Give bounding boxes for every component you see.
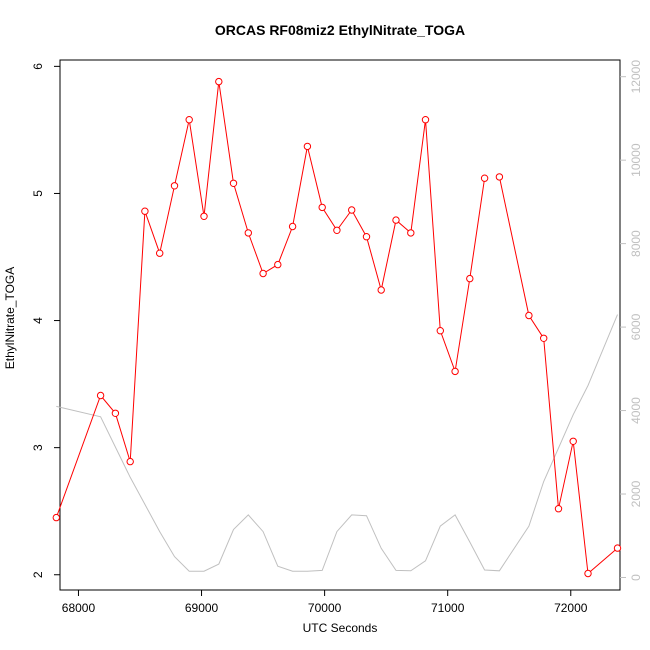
data-point bbox=[362, 233, 371, 241]
x-tick-label: 69000 bbox=[185, 601, 219, 615]
data-point bbox=[525, 311, 533, 320]
data-point bbox=[96, 391, 105, 400]
data-point bbox=[126, 457, 134, 466]
data-point bbox=[288, 222, 297, 231]
x-tick-label: 68000 bbox=[62, 601, 96, 615]
data-point bbox=[170, 182, 179, 190]
data-point bbox=[244, 229, 253, 237]
data-point bbox=[185, 116, 193, 124]
series-line-left bbox=[498, 176, 618, 575]
data-point bbox=[584, 569, 592, 578]
data-point bbox=[156, 249, 164, 257]
x-axis-label: UTC Seconds bbox=[303, 621, 378, 635]
data-point bbox=[318, 203, 326, 212]
x-tick-label: 70000 bbox=[308, 601, 342, 615]
data-point bbox=[52, 513, 60, 522]
data-point bbox=[303, 142, 312, 151]
data-point bbox=[451, 367, 459, 376]
data-point bbox=[200, 212, 208, 221]
y-tick-label: 3 bbox=[31, 444, 45, 451]
right-axis: 0 2000 4000 6000 8000 10000 12000 bbox=[620, 60, 643, 581]
y2-tick-label: 2000 bbox=[629, 480, 643, 507]
data-point bbox=[348, 206, 356, 214]
data-point bbox=[274, 260, 282, 269]
data-point bbox=[554, 505, 563, 513]
y-tick-label: 6 bbox=[31, 63, 45, 70]
y-tick-label: 4 bbox=[31, 317, 45, 324]
data-point bbox=[407, 229, 415, 237]
y2-tick-label: 6000 bbox=[629, 313, 643, 340]
data-point bbox=[613, 544, 622, 552]
y2-tick-label: 4000 bbox=[629, 397, 643, 424]
y2-tick-label: 10000 bbox=[629, 143, 643, 177]
data-point bbox=[466, 274, 474, 283]
data-point bbox=[421, 116, 430, 124]
series-layer bbox=[52, 77, 622, 578]
data-point bbox=[259, 269, 267, 278]
series-line-left bbox=[55, 81, 486, 518]
data-point bbox=[229, 179, 238, 188]
data-point bbox=[540, 334, 548, 342]
data-point bbox=[436, 327, 444, 335]
data-point bbox=[495, 173, 504, 181]
y2-tick-label: 12000 bbox=[629, 60, 643, 94]
data-point bbox=[480, 174, 489, 182]
y-tick-label: 5 bbox=[31, 190, 45, 197]
data-point bbox=[333, 226, 341, 235]
data-point bbox=[111, 409, 120, 417]
y-tick-label: 2 bbox=[31, 571, 45, 578]
series-line-right bbox=[56, 314, 618, 572]
y2-tick-label: 0 bbox=[629, 574, 643, 581]
data-point bbox=[569, 437, 577, 445]
left-axis: 2 3 4 5 6 bbox=[31, 63, 60, 578]
y-axis-label: EthylNitrate_TOGA bbox=[3, 267, 17, 369]
x-tick-label: 71000 bbox=[431, 601, 465, 615]
data-point bbox=[377, 286, 385, 294]
data-point bbox=[141, 207, 149, 215]
chart-title: ORCAS RF08miz2 EthylNitrate_TOGA bbox=[215, 22, 465, 38]
x-tick-label: 72000 bbox=[554, 601, 588, 615]
data-point bbox=[215, 77, 223, 86]
plot-frame bbox=[59, 59, 621, 591]
y2-tick-label: 8000 bbox=[629, 230, 643, 257]
data-point bbox=[392, 216, 400, 224]
bottom-axis: 68000 69000 70000 71000 72000 bbox=[62, 590, 588, 615]
